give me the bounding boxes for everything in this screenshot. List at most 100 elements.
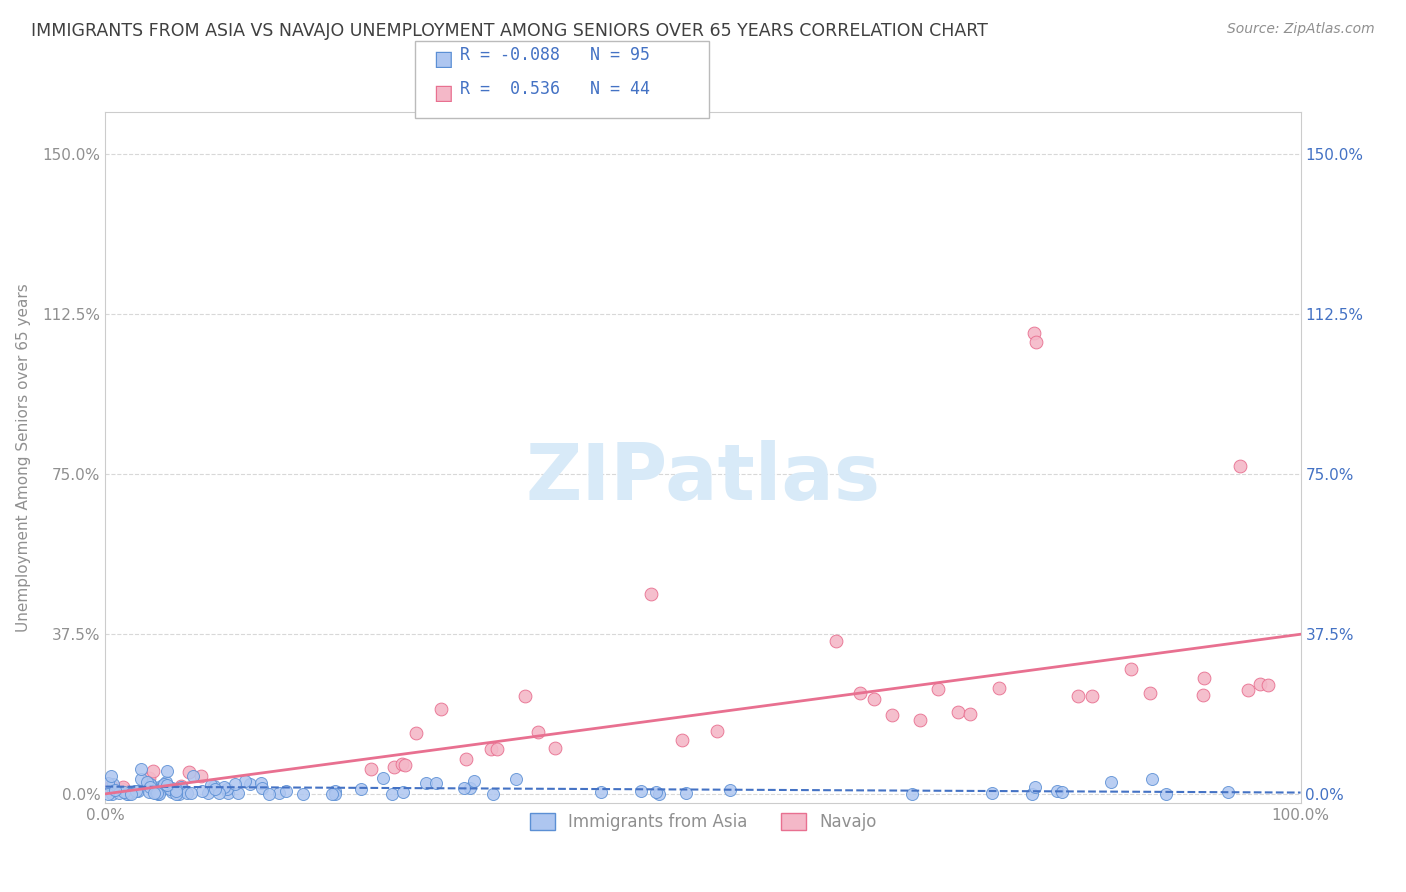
- Point: [142, 764, 165, 778]
- Point: [138, 785, 160, 799]
- Point: [927, 681, 949, 696]
- Point: [1236, 682, 1258, 697]
- Point: [959, 706, 981, 721]
- Point: [640, 587, 662, 601]
- Point: [146, 787, 169, 801]
- Point: [1021, 787, 1043, 801]
- Point: [1154, 787, 1177, 801]
- Point: [1216, 785, 1239, 799]
- Point: [141, 778, 163, 792]
- Point: [155, 778, 177, 792]
- Point: [479, 742, 502, 756]
- Point: [215, 782, 238, 797]
- Text: R = -0.088   N = 95: R = -0.088 N = 95: [460, 46, 650, 64]
- Point: [323, 783, 346, 797]
- Point: [1192, 671, 1215, 685]
- Point: [1229, 458, 1251, 473]
- Point: [1249, 677, 1271, 691]
- Point: [177, 764, 200, 779]
- Point: [513, 689, 536, 703]
- Point: [463, 774, 485, 789]
- Point: [382, 760, 405, 774]
- Point: [1024, 780, 1046, 794]
- Point: [948, 706, 970, 720]
- Point: [200, 778, 222, 792]
- Point: [190, 768, 212, 782]
- Point: [160, 784, 183, 798]
- Point: [849, 686, 872, 700]
- Point: [143, 786, 166, 800]
- Point: [1257, 678, 1279, 692]
- Point: [981, 786, 1004, 800]
- Point: [224, 777, 246, 791]
- Point: [208, 787, 231, 801]
- Point: [269, 786, 291, 800]
- Point: [460, 780, 482, 795]
- Point: [350, 781, 373, 796]
- Point: [97, 776, 120, 790]
- Point: [544, 740, 567, 755]
- Point: [321, 787, 343, 801]
- Point: [505, 772, 527, 787]
- Text: IMMIGRANTS FROM ASIA VS NAVAJO UNEMPLOYMENT AMONG SENIORS OVER 65 YEARS CORRELAT: IMMIGRANTS FROM ASIA VS NAVAJO UNEMPLOYM…: [31, 22, 988, 40]
- Point: [136, 775, 159, 789]
- Point: [1139, 686, 1161, 700]
- Point: [166, 784, 188, 798]
- Point: [292, 787, 315, 801]
- Point: [152, 782, 174, 797]
- Point: [671, 733, 693, 747]
- Point: [1050, 785, 1073, 799]
- Point: [138, 780, 160, 795]
- Point: [101, 776, 124, 790]
- Point: [127, 784, 149, 798]
- Point: [1140, 772, 1163, 787]
- Point: [274, 783, 297, 797]
- Point: [648, 787, 671, 801]
- Point: [1080, 689, 1102, 703]
- Point: [1022, 326, 1045, 341]
- Point: [125, 783, 148, 797]
- Point: [239, 777, 262, 791]
- Point: [1046, 783, 1069, 797]
- Point: [394, 758, 416, 772]
- Point: [202, 779, 225, 793]
- Point: [145, 786, 167, 800]
- Y-axis label: Unemployment Among Seniors over 65 years: Unemployment Among Seniors over 65 years: [17, 283, 31, 632]
- Point: [1191, 688, 1213, 702]
- Point: [863, 692, 886, 706]
- Point: [1067, 689, 1090, 703]
- Point: [165, 787, 187, 801]
- Point: [706, 724, 728, 739]
- Point: [97, 787, 120, 801]
- Text: R =  0.536   N = 44: R = 0.536 N = 44: [460, 80, 650, 98]
- Text: ■: ■: [433, 83, 453, 103]
- Point: [675, 786, 697, 800]
- Point: [235, 774, 257, 789]
- Point: [160, 781, 183, 796]
- Text: Source: ZipAtlas.com: Source: ZipAtlas.com: [1227, 22, 1375, 37]
- Point: [630, 784, 652, 798]
- Point: [100, 779, 122, 793]
- Point: [391, 757, 413, 772]
- Point: [170, 779, 193, 793]
- Point: [908, 713, 931, 727]
- Point: [1119, 662, 1142, 676]
- Point: [880, 708, 903, 723]
- Point: [250, 776, 273, 790]
- Point: [101, 783, 124, 797]
- Legend: Immigrants from Asia, Navajo: Immigrants from Asia, Navajo: [522, 805, 884, 839]
- Point: [170, 780, 193, 795]
- Point: [129, 762, 152, 776]
- Point: [152, 779, 174, 793]
- Point: [988, 681, 1011, 695]
- Point: [153, 777, 176, 791]
- Point: [901, 787, 924, 801]
- Point: [190, 784, 212, 798]
- Point: [104, 782, 127, 797]
- Point: [360, 762, 382, 776]
- Point: [430, 702, 453, 716]
- Text: □: □: [433, 49, 453, 69]
- Point: [425, 776, 447, 790]
- Point: [381, 787, 404, 801]
- Point: [482, 787, 505, 801]
